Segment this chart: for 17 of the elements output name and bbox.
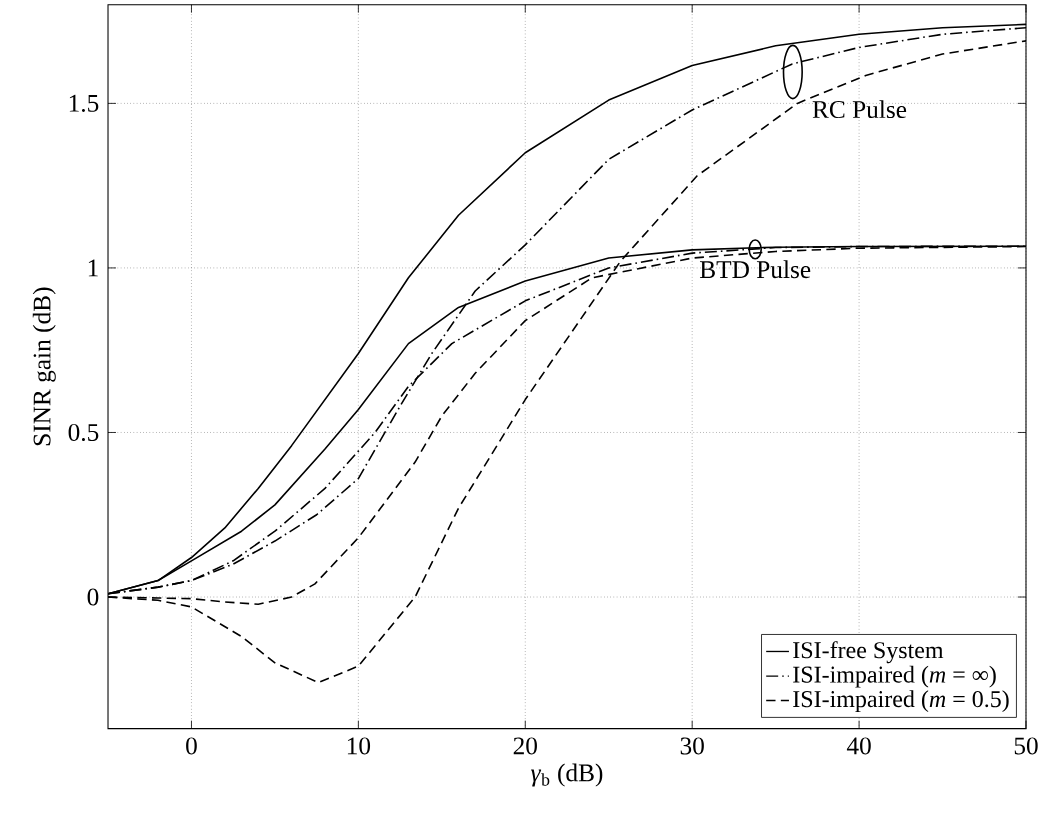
legend-label: ISI-impaired (m = ∞) <box>793 665 996 688</box>
legend-label: ISI-free System <box>793 641 944 664</box>
legend-label: ISI-impaired (m = 0.5) <box>793 690 1009 713</box>
x-tick-label: 50 <box>1014 737 1038 755</box>
y-tick-label: 1.5 <box>69 94 99 112</box>
x-axis-title: γ$_{b}$ (dB) <box>531 763 603 787</box>
x-tick-label: 20 <box>513 737 537 755</box>
x-tick-label: 10 <box>347 737 371 755</box>
x-tick-label: 30 <box>680 737 704 755</box>
annotation: RC Pulse <box>812 100 907 119</box>
annotation: BTD Pulse <box>699 260 811 279</box>
x-tick-label: 40 <box>846 737 871 755</box>
y-tick-label: 0 <box>87 588 99 606</box>
y-axis-title: SINR gain (dB) <box>32 287 56 446</box>
x-tick-label: 0 <box>186 737 197 755</box>
y-tick-label: 1 <box>88 259 98 277</box>
y-tick-label: 0.5 <box>68 423 99 442</box>
